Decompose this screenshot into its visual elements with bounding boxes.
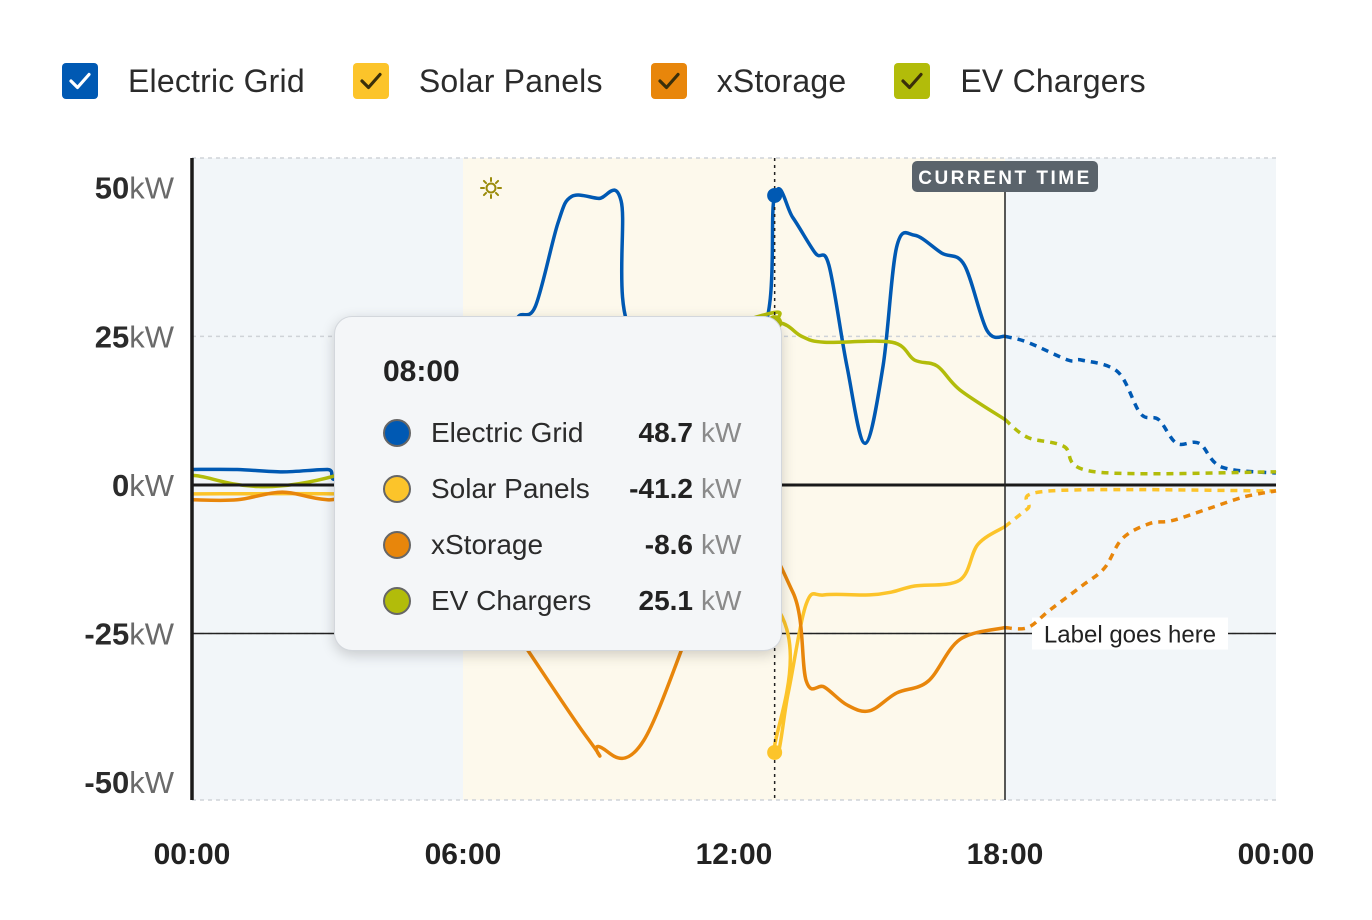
x-tick-label: 18:00 — [967, 838, 1044, 871]
y-tick-unit: kW — [129, 319, 175, 354]
series-forecast-electric-grid — [1004, 334, 1277, 475]
sun-ray — [494, 179, 500, 185]
tooltip-series-unit: kW — [701, 473, 742, 504]
series-legend: Electric Grid Solar Panels xStorage EV C… — [62, 58, 1194, 104]
tooltip-series-name: Electric Grid — [431, 417, 584, 448]
hover-point-marker — [767, 187, 783, 203]
x-tick-label: 00:00 — [1238, 838, 1315, 871]
tooltip-series-name: EV Chargers — [431, 585, 592, 616]
y-tick-label: -50kW — [84, 765, 174, 800]
tooltip-series-value: -8.6 — [644, 529, 693, 560]
y-tick-value: 0 — [112, 468, 129, 503]
tooltip-series-name: Solar Panels — [431, 473, 590, 504]
sun-ray — [482, 179, 488, 185]
tooltip-series-name: xStorage — [431, 529, 544, 560]
sun-ray — [482, 191, 488, 197]
tooltip-series-value: 48.7 — [638, 417, 694, 448]
y-tick-unit: kW — [129, 468, 175, 503]
sun-core — [485, 182, 497, 194]
current-time-badge — [912, 161, 1098, 192]
x-tick-label: 06:00 — [425, 838, 502, 871]
checkbox-checked-icon[interactable] — [894, 63, 931, 99]
tooltip-series-unit: kW — [701, 585, 742, 616]
tooltip-series-value: -41.2 — [629, 473, 693, 504]
y-tick-label: 50kW — [95, 171, 175, 206]
checkbox-checked-icon[interactable] — [62, 63, 98, 99]
y-tick-unit: kW — [129, 765, 175, 800]
y-tick-label: 0kW — [112, 468, 175, 503]
tooltip-row: Solar Panels -41.2 kW — [383, 469, 742, 509]
legend-item-ev-chargers[interactable]: EV Chargers — [894, 62, 1146, 100]
legend-label: xStorage — [716, 62, 847, 99]
legend-item-xstorage[interactable]: xStorage — [650, 62, 847, 100]
series-dot-icon — [383, 531, 411, 559]
legend-label: EV Chargers — [960, 62, 1146, 99]
checkbox-checked-icon[interactable] — [650, 63, 687, 99]
y-tick-unit: kW — [129, 617, 175, 652]
sun-icon — [480, 177, 502, 199]
y-tick-value: 25 — [95, 319, 129, 354]
checkbox-checked-icon[interactable] — [352, 63, 389, 99]
y-tick-unit: kW — [129, 171, 175, 206]
y-tick-value: -50 — [84, 765, 129, 800]
sun-ray — [494, 191, 500, 197]
legend-label: Electric Grid — [128, 62, 305, 99]
current-time-label: CURRENT TIME — [918, 168, 1092, 189]
tooltip-series-unit: kW — [701, 417, 742, 448]
y-tick-label: 25kW — [95, 319, 175, 354]
tooltip-row: xStorage -8.6 kW — [383, 525, 742, 565]
legend-item-solar-panels[interactable]: Solar Panels — [352, 62, 603, 100]
reference-line-label: Label goes here — [1044, 622, 1216, 649]
legend-label: Solar Panels — [418, 62, 603, 99]
tooltip-row: Electric Grid 48.7 kW — [383, 413, 742, 453]
legend-item-electric-grid[interactable]: Electric Grid — [62, 63, 305, 100]
series-dot-icon — [383, 587, 411, 615]
y-tick-value: 50 — [95, 171, 129, 206]
series-forecast-solar-panels — [1003, 487, 1277, 528]
tooltip-row: EV Chargers 25.1 kW — [383, 581, 742, 621]
hover-point-marker — [767, 744, 783, 760]
tooltip-time: 08:00 — [383, 355, 460, 388]
x-tick-label: 12:00 — [696, 838, 773, 871]
series-dot-icon — [383, 419, 411, 447]
series-dot-icon — [383, 475, 411, 503]
series-forecast-xstorage — [1004, 489, 1277, 631]
data-tooltip: 08:00 Electric Grid 48.7 kW Solar Panels… — [334, 316, 782, 651]
reference-label-bg — [1032, 617, 1228, 650]
night-band — [1005, 158, 1276, 800]
tooltip-series-value: 25.1 — [638, 585, 694, 616]
y-tick-value: -25 — [84, 617, 129, 652]
y-tick-label: -25kW — [84, 617, 174, 652]
x-tick-label: 00:00 — [154, 838, 231, 871]
tooltip-series-unit: kW — [701, 529, 742, 560]
